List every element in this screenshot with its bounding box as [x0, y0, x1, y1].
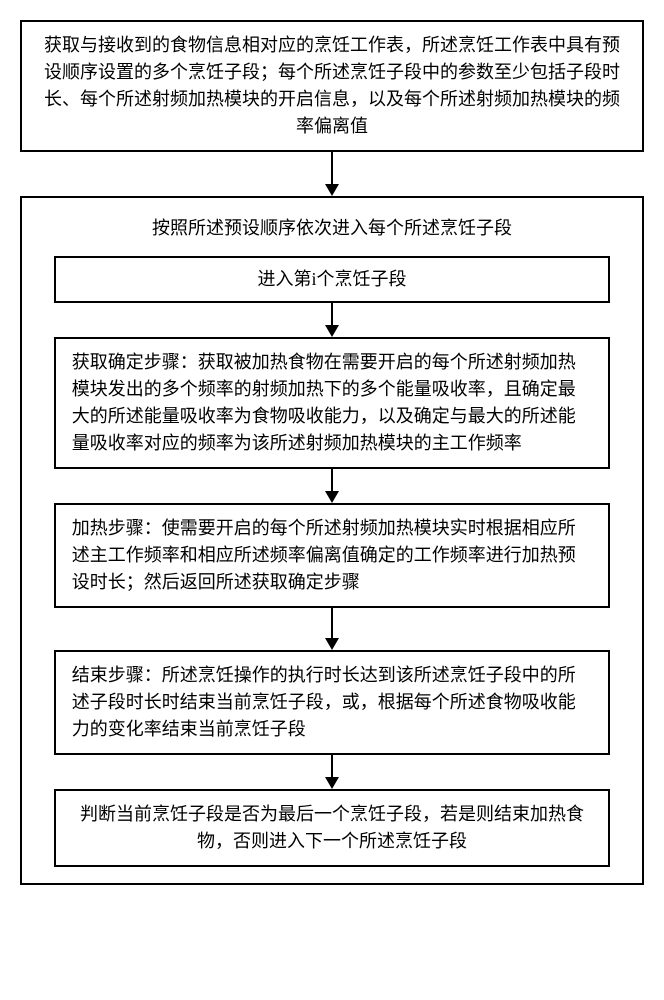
- arrow-icon: [325, 755, 339, 789]
- arrow-icon: [325, 469, 339, 503]
- flow-text: 加热步骤：使需要开启的每个所述射频加热模块实时根据相应所述主工作频率和相应所述频…: [72, 515, 592, 596]
- flow-box-acquire-worksheet: 获取与接收到的食物信息相对应的烹饪工作表，所述烹饪工作表中具有预设顺序设置的多个…: [20, 20, 644, 152]
- flow-text: 进入第i个烹饪子段: [72, 266, 592, 293]
- flow-text: 结束步骤：所述烹饪操作的执行时长达到该所述烹饪子段中的所述子段时长时结束当前烹饪…: [72, 662, 592, 743]
- arrow-icon: [325, 152, 339, 196]
- flow-text: 判断当前烹饪子段是否为最后一个烹饪子段，若是则结束加热食物，否则进入下一个所述烹…: [72, 801, 592, 855]
- flow-box-judge-last: 判断当前烹饪子段是否为最后一个烹饪子段，若是则结束加热食物，否则进入下一个所述烹…: [54, 789, 610, 867]
- flow-text: 获取与接收到的食物信息相对应的烹饪工作表，所述烹饪工作表中具有预设顺序设置的多个…: [38, 32, 626, 140]
- arrow-icon: [325, 303, 339, 337]
- flowchart-diagram: 获取与接收到的食物信息相对应的烹饪工作表，所述烹饪工作表中具有预设顺序设置的多个…: [20, 20, 644, 885]
- arrow-icon: [325, 608, 339, 650]
- container-title: 按照所述预设顺序依次进入每个所述烹饪子段: [152, 214, 512, 240]
- flow-box-end-step: 结束步骤：所述烹饪操作的执行时长达到该所述烹饪子段中的所述子段时长时结束当前烹饪…: [54, 650, 610, 755]
- flow-box-determine-step: 获取确定步骤：获取被加热食物在需要开启的每个所述射频加热模块发出的多个频率的射频…: [54, 337, 610, 469]
- flow-text: 获取确定步骤：获取被加热食物在需要开启的每个所述射频加热模块发出的多个频率的射频…: [72, 349, 592, 457]
- flow-box-enter-segment: 进入第i个烹饪子段: [54, 256, 610, 303]
- flow-box-heating-step: 加热步骤：使需要开启的每个所述射频加热模块实时根据相应所述主工作频率和相应所述频…: [54, 503, 610, 608]
- flow-container-sequence: 按照所述预设顺序依次进入每个所述烹饪子段 进入第i个烹饪子段 获取确定步骤：获取…: [20, 196, 644, 885]
